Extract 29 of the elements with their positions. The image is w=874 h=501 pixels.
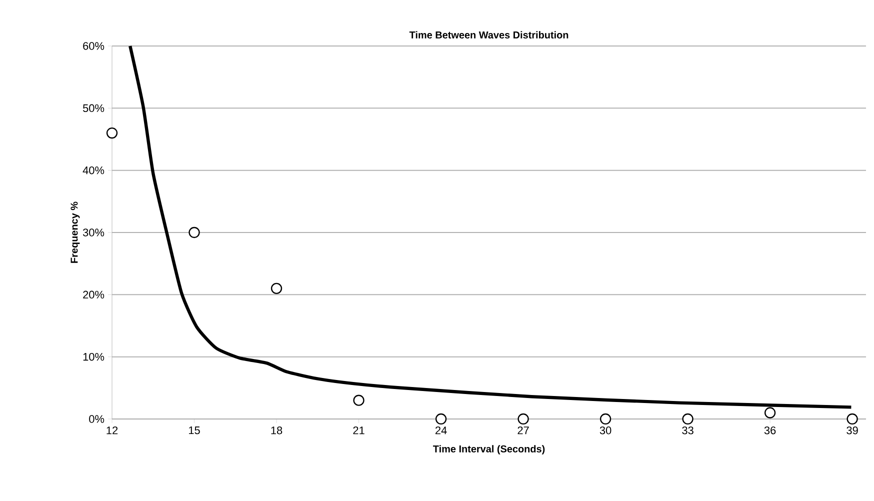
point <box>435 413 447 425</box>
x-tick-label: 15 <box>189 426 200 434</box>
x-tick-label: 18 <box>271 426 282 434</box>
point <box>600 413 612 425</box>
x-tick-label: 21 <box>353 426 364 434</box>
y-tick-label: 40% <box>82 166 104 174</box>
point <box>106 127 118 139</box>
y-tick-label: 10% <box>83 352 104 361</box>
x-tick-label: 12 <box>106 426 118 434</box>
y-axis-title: Frequency % <box>70 202 80 263</box>
x-axis-title: Time Interval (Seconds) <box>433 445 545 454</box>
y-tick-label: 50% <box>82 104 104 112</box>
point <box>764 407 776 418</box>
x-tick-label: 27 <box>518 426 529 434</box>
point <box>682 413 694 425</box>
y-tick-label: 60% <box>83 42 104 50</box>
y-tick-label: 0% <box>89 415 104 423</box>
x-tick-label: 36 <box>764 426 776 434</box>
x-tick-label: 39 <box>846 426 858 434</box>
point <box>188 226 200 238</box>
x-tick-label: 33 <box>682 426 694 434</box>
point <box>518 413 529 425</box>
y-tick-label: 20% <box>83 290 104 299</box>
x-tick-label: 30 <box>600 426 612 434</box>
point <box>353 394 364 406</box>
chart-title: Time Between Waves Distribution <box>409 31 568 38</box>
y-tick-label: 30% <box>82 228 104 236</box>
point <box>270 282 282 294</box>
x-tick-label: 24 <box>435 426 447 434</box>
